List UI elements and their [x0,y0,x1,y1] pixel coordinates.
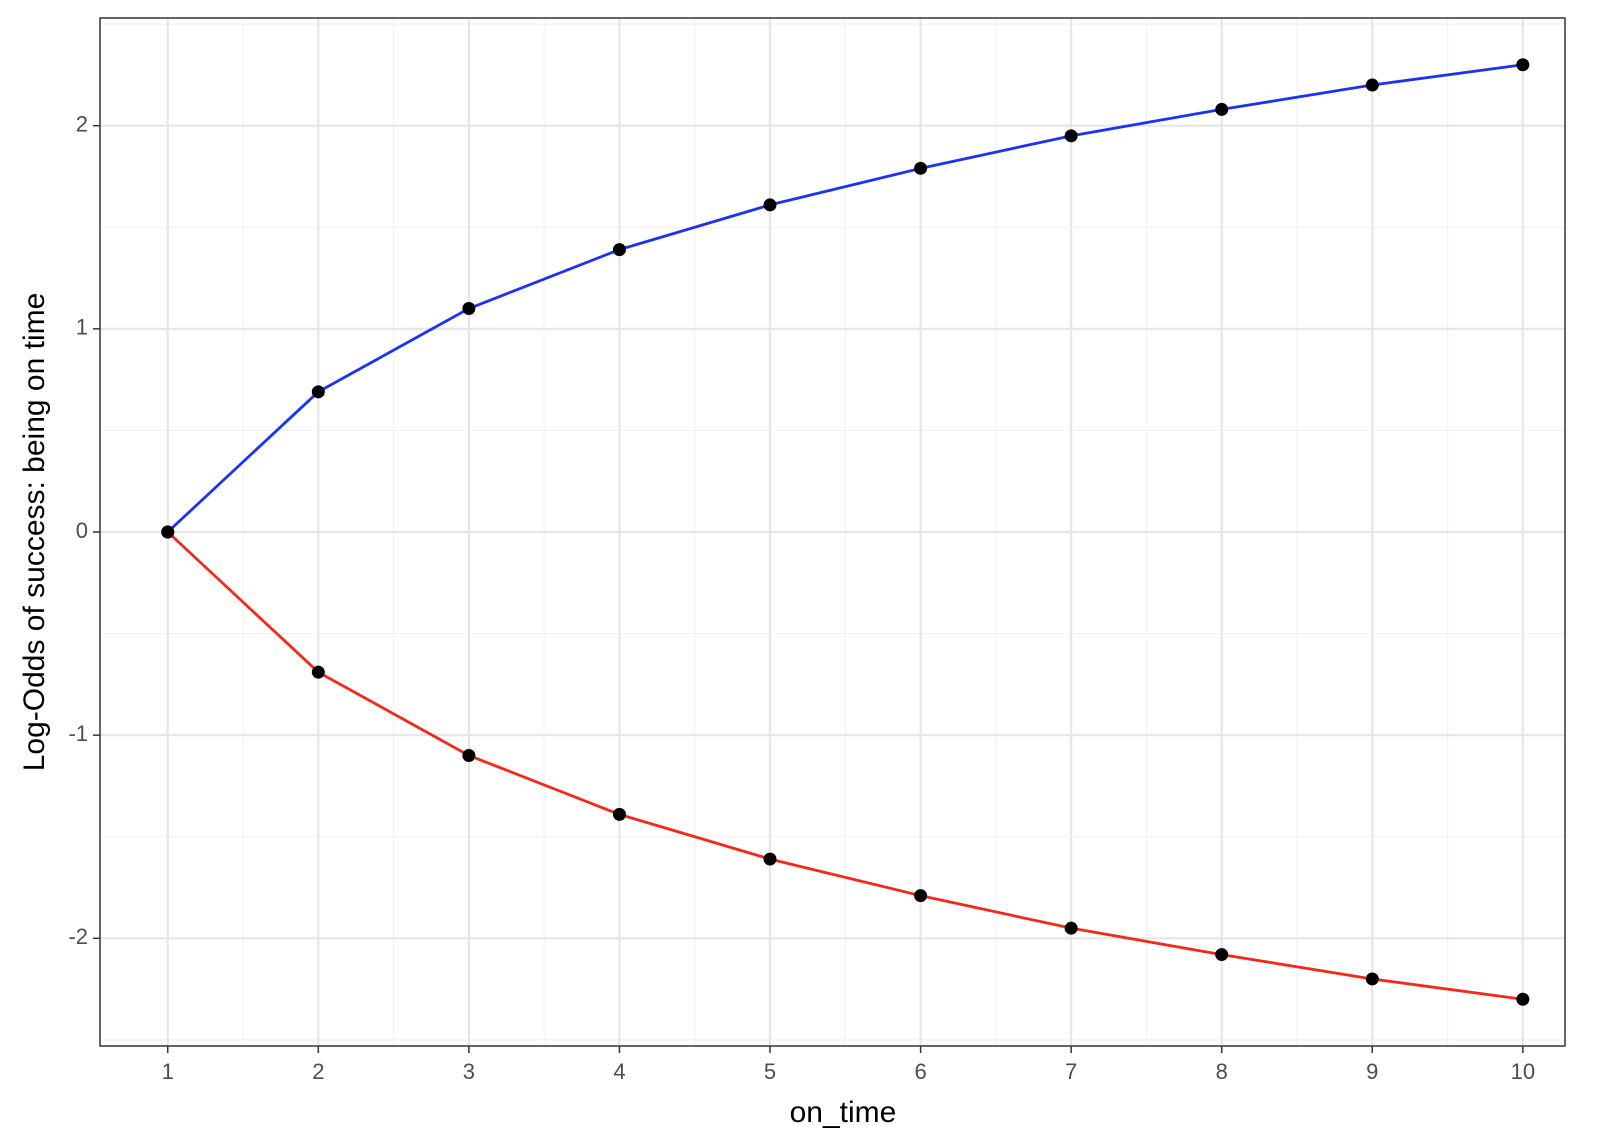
y-tick-label: -2 [68,924,88,949]
y-tick-label: 0 [76,518,88,543]
data-point [1215,948,1229,962]
data-point [462,748,476,762]
data-point [1365,78,1379,92]
panel-border [99,17,1566,1047]
data-point [763,198,777,212]
x-tick-label: 8 [1216,1059,1228,1084]
x-tick-label: 4 [613,1059,625,1084]
series-line [166,530,1524,1001]
x-tick-label: 3 [463,1059,475,1084]
y-tick-label: 2 [76,111,88,136]
data-point [1215,102,1229,116]
data-point [1516,992,1530,1006]
x-tick-label: 2 [312,1059,324,1084]
data-point [1365,972,1379,986]
x-tick-label: 1 [162,1059,174,1084]
x-tick-label: 9 [1366,1059,1378,1084]
x-tick-label: 6 [914,1059,926,1084]
y-tick-label: 1 [76,315,88,340]
data-point [1064,129,1078,143]
data-point [612,243,626,257]
y-tick-label: -1 [68,721,88,746]
data-point [1516,58,1530,72]
data-point [161,525,175,539]
data-point [914,889,928,903]
data-point [462,302,476,316]
data-point [311,385,325,399]
x-axis-title: on_time [790,1096,897,1129]
x-tick-label: 7 [1065,1059,1077,1084]
y-axis-title: Log-Odds of success: being on time [18,293,51,772]
data-point [914,161,928,175]
series-line [166,63,1524,534]
x-tick-label: 5 [764,1059,776,1084]
data-point [311,665,325,679]
data-point [1064,921,1078,935]
data-point [612,807,626,821]
data-point [763,852,777,866]
x-tick-label: 10 [1511,1059,1535,1084]
